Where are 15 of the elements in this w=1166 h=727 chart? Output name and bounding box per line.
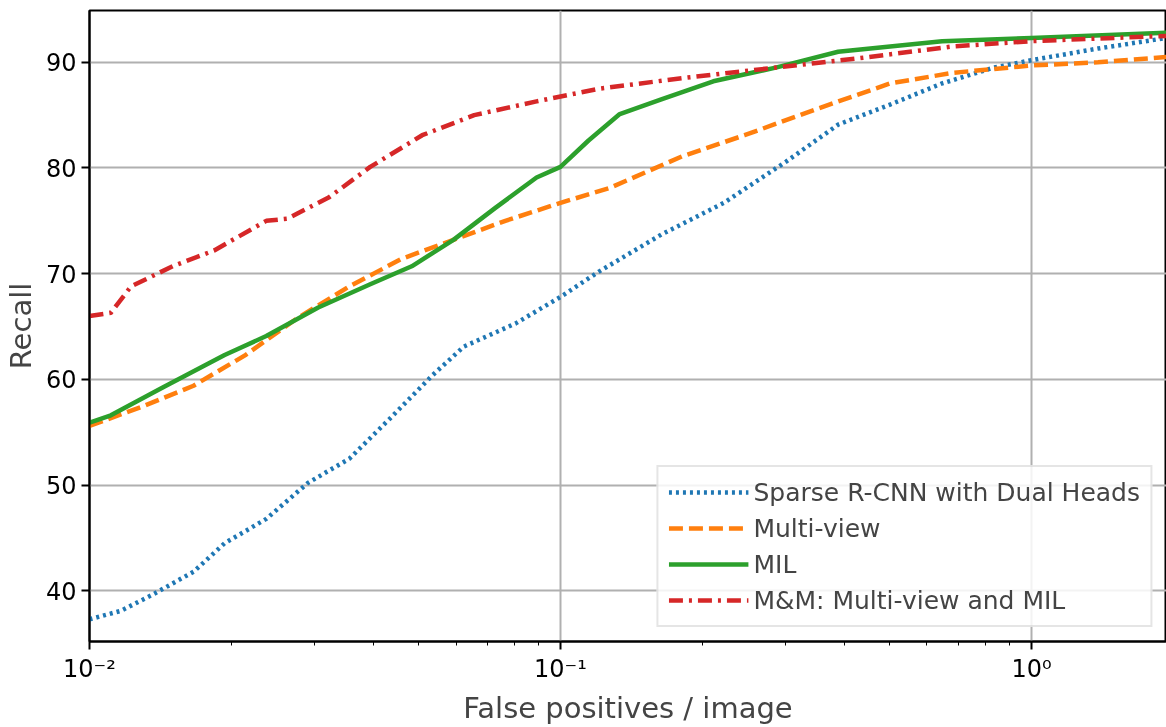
x-tick-label: 10⁻¹ (534, 654, 587, 683)
x-tick-label: 10⁻² (63, 654, 116, 683)
legend-label: M&M: Multi-view and MIL (753, 585, 1066, 615)
y-tick-label: 50 (45, 472, 77, 501)
y-tick-label: 70 (45, 260, 77, 289)
y-tick-label: 60 (45, 366, 77, 395)
legend-label: Multi-view (753, 513, 881, 543)
legend-label: Sparse R-CNN with Dual Heads (753, 477, 1140, 507)
y-tick-label: 90 (45, 49, 77, 78)
x-tick-label: 10⁰ (1011, 654, 1052, 683)
legend-label: MIL (753, 549, 797, 579)
y-tick-label: 80 (45, 154, 77, 183)
y-tick-label: 40 (45, 577, 77, 606)
x-axis-title: False positives / image (463, 690, 793, 725)
y-axis-title: Recall (3, 282, 38, 370)
